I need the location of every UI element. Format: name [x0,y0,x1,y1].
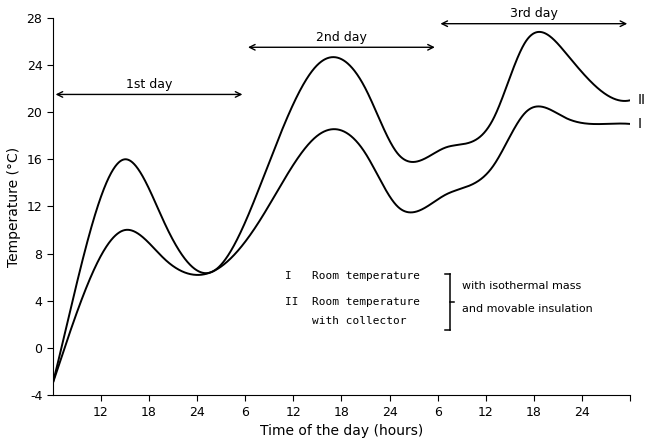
Text: I: I [638,117,642,131]
Text: 3rd day: 3rd day [510,7,557,20]
Y-axis label: Temperature (°C): Temperature (°C) [7,146,21,267]
X-axis label: Time of the day (hours): Time of the day (hours) [259,424,423,438]
Text: 2nd day: 2nd day [316,31,367,44]
Text: II: II [638,93,646,107]
Text: II  Room temperature: II Room temperature [286,297,421,307]
Text: with isothermal mass: with isothermal mass [462,281,581,291]
Text: and movable insulation: and movable insulation [462,304,593,314]
Text: I   Room temperature: I Room temperature [286,271,421,281]
Text: 1st day: 1st day [126,78,172,91]
Text: with collector: with collector [286,316,407,326]
